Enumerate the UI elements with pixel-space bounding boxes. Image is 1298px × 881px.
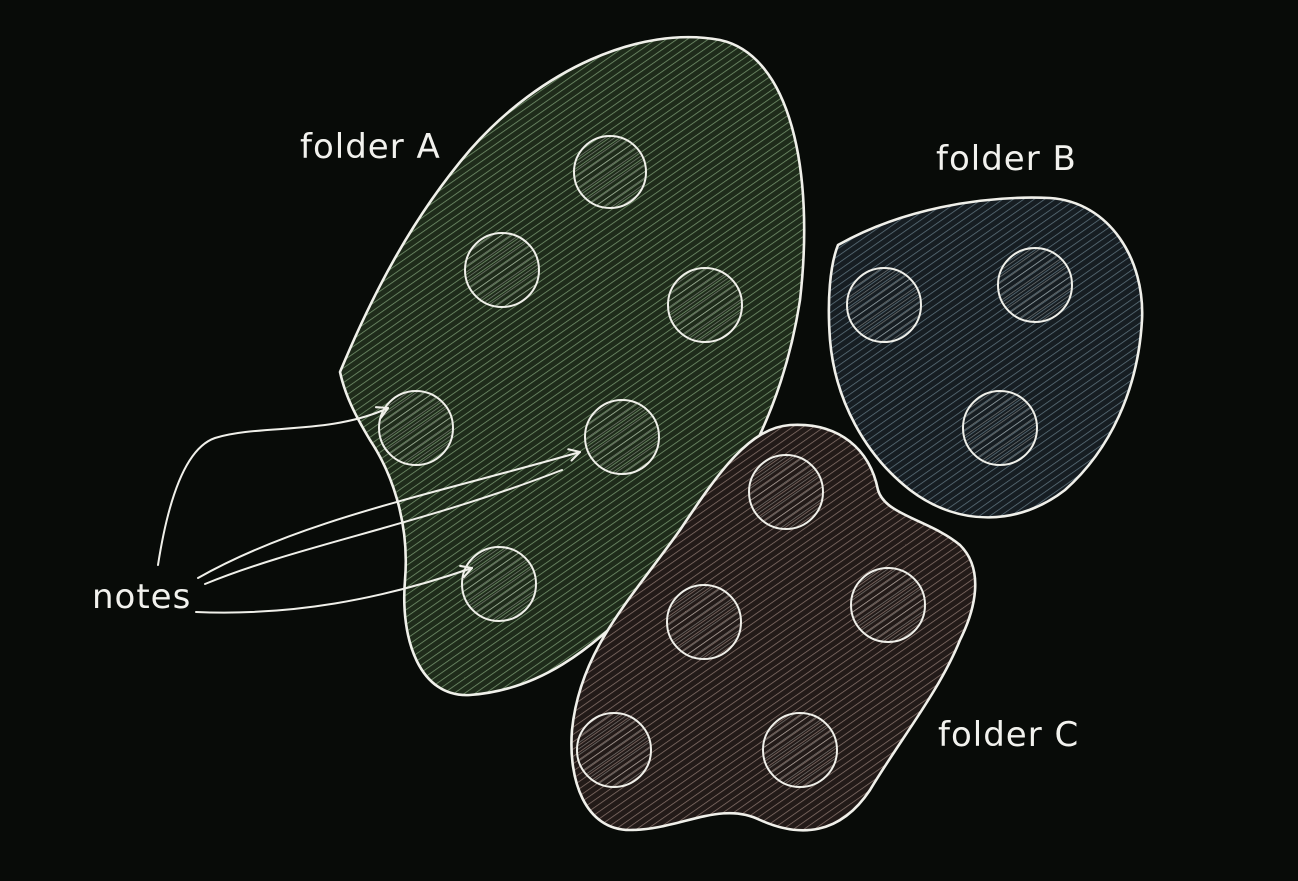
notes-arrow-3 xyxy=(204,469,563,585)
notes-annotation: notes xyxy=(92,406,582,617)
note xyxy=(576,712,652,788)
note xyxy=(584,399,660,475)
notes-arrow-2 xyxy=(197,448,582,579)
folder-a-label: folder A xyxy=(300,127,441,167)
note xyxy=(997,247,1073,323)
note xyxy=(850,567,926,643)
notes-arrow-1 xyxy=(157,406,390,566)
folder-b-blob xyxy=(827,196,1144,519)
note xyxy=(748,454,824,530)
note xyxy=(762,712,838,788)
note xyxy=(464,232,540,308)
note xyxy=(846,267,922,343)
notes-arrows xyxy=(157,406,582,614)
notes-label: notes xyxy=(92,577,191,617)
note xyxy=(666,584,742,660)
folder-b: folder B xyxy=(827,139,1144,519)
folder-c-label: folder C xyxy=(938,715,1079,755)
folder-b-label: folder B xyxy=(936,139,1077,179)
folder-b-notes xyxy=(846,247,1073,466)
note xyxy=(962,390,1038,466)
note xyxy=(461,546,537,622)
folder-c: folder C xyxy=(570,423,1079,832)
folder-c-blob xyxy=(570,423,977,832)
note xyxy=(573,135,647,209)
notes-arrow-4 xyxy=(195,564,474,614)
folder-c-notes xyxy=(576,454,926,788)
note xyxy=(378,390,454,466)
folder-a-notes xyxy=(378,135,743,622)
note xyxy=(667,267,743,343)
